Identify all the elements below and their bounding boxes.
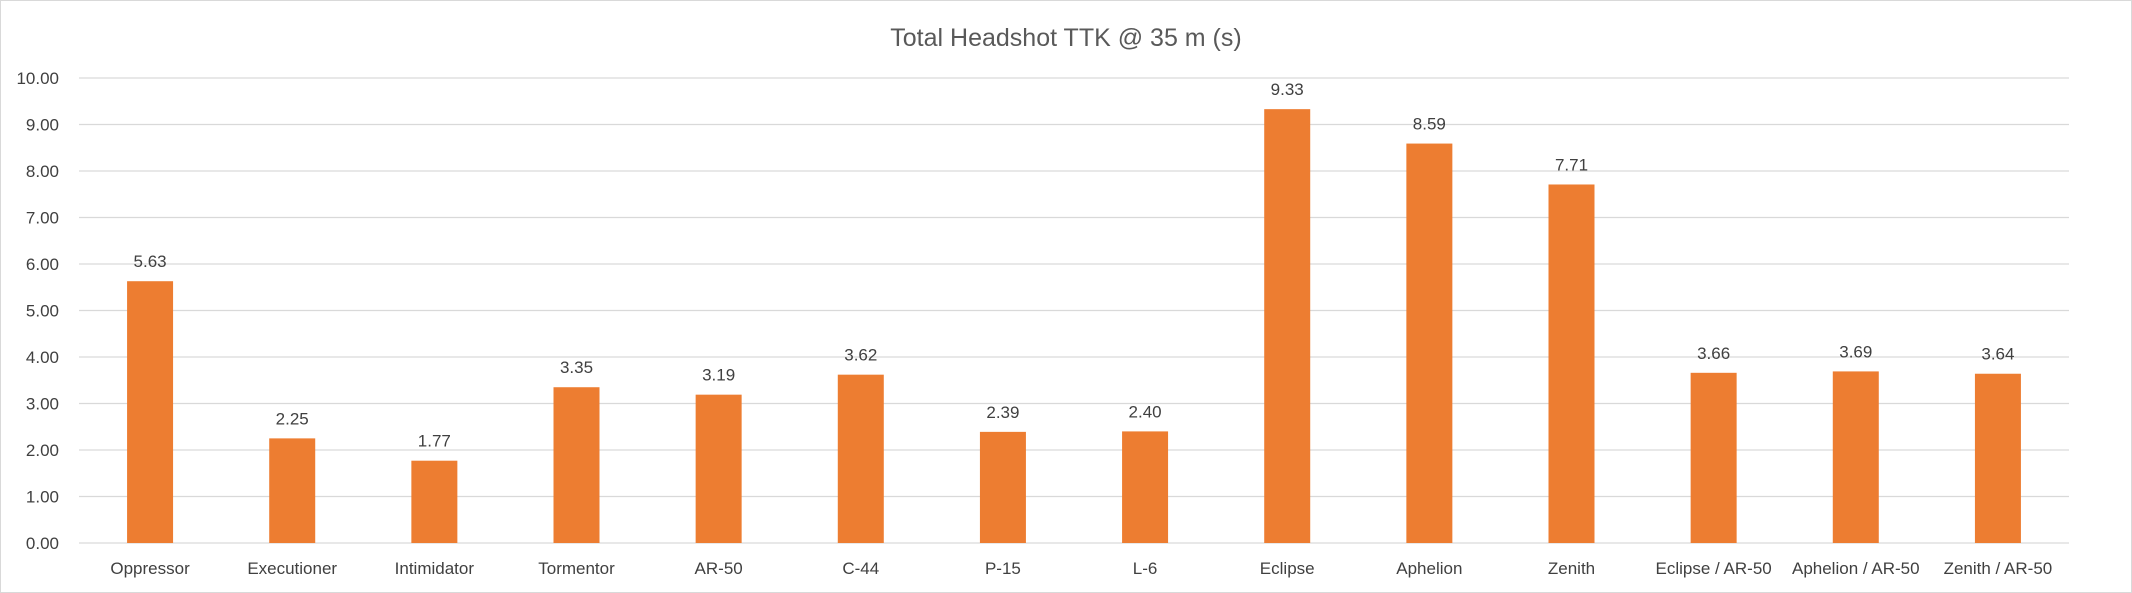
y-tick-label: 8.00 bbox=[26, 162, 59, 181]
y-tick-label: 6.00 bbox=[26, 255, 59, 274]
data-label: 7.71 bbox=[1555, 155, 1588, 174]
bar bbox=[553, 387, 600, 543]
bar bbox=[979, 431, 1026, 543]
bar bbox=[1690, 372, 1737, 543]
x-category-label: Aphelion / AR-50 bbox=[1792, 559, 1920, 578]
x-category-label: L-6 bbox=[1133, 559, 1158, 578]
x-category-label: Zenith / AR-50 bbox=[1944, 559, 2053, 578]
x-axis-categories: Oppressor Executioner Intimidator Tormentor… bbox=[110, 559, 2052, 578]
bar bbox=[1122, 431, 1169, 543]
x-category-label: Oppressor bbox=[110, 559, 190, 578]
bar bbox=[1548, 184, 1595, 544]
y-tick-label: 1.00 bbox=[26, 488, 59, 507]
data-label: 9.33 bbox=[1271, 80, 1304, 99]
x-category-label: P-15 bbox=[985, 559, 1021, 578]
bar bbox=[1974, 373, 2021, 543]
y-tick-label: 9.00 bbox=[26, 116, 59, 135]
x-category-label: Zenith bbox=[1548, 559, 1595, 578]
data-label: 3.69 bbox=[1839, 342, 1872, 361]
y-tick-label: 2.00 bbox=[26, 441, 59, 460]
data-label: 3.62 bbox=[844, 346, 877, 365]
bar bbox=[127, 281, 174, 543]
bar bbox=[1406, 143, 1453, 543]
data-label: 3.19 bbox=[702, 366, 735, 385]
bar bbox=[837, 374, 884, 543]
y-tick-label: 0.00 bbox=[26, 534, 59, 553]
data-label: 3.35 bbox=[560, 358, 593, 377]
data-label: 2.40 bbox=[1129, 402, 1162, 421]
data-label: 3.66 bbox=[1697, 344, 1730, 363]
bar bbox=[411, 460, 458, 543]
chart-title: Total Headshot TTK @ 35 m (s) bbox=[890, 24, 1241, 52]
gridlines bbox=[79, 77, 2069, 544]
data-label: 5.63 bbox=[134, 252, 167, 271]
y-tick-label: 4.00 bbox=[26, 348, 59, 367]
x-category-label: Executioner bbox=[247, 559, 337, 578]
data-label: 8.59 bbox=[1413, 115, 1446, 134]
bar bbox=[695, 394, 742, 543]
data-label: 3.64 bbox=[1981, 345, 2014, 364]
data-label: 2.25 bbox=[276, 409, 309, 428]
bars bbox=[127, 109, 2021, 544]
x-category-label: AR-50 bbox=[695, 559, 743, 578]
data-labels: 5.63 2.25 1.77 3.35 3.19 3.62 2.39 2.40 9.33 8.59… bbox=[134, 80, 2015, 451]
y-tick-label: 10.00 bbox=[16, 69, 59, 88]
bar bbox=[1264, 109, 1311, 543]
data-label: 2.39 bbox=[986, 403, 1019, 422]
x-category-label: Eclipse bbox=[1260, 559, 1315, 578]
y-axis-ticks: 0.00 1.00 2.00 3.00 4.00 5.00 6.00 7.00 8.00 9.00… bbox=[16, 69, 59, 553]
y-tick-label: 7.00 bbox=[26, 209, 59, 228]
y-tick-label: 3.00 bbox=[26, 395, 59, 414]
x-category-label: Tormentor bbox=[538, 559, 615, 578]
bar bbox=[1832, 371, 1879, 543]
bar bbox=[269, 438, 316, 543]
x-category-label: Intimidator bbox=[395, 559, 475, 578]
data-label: 1.77 bbox=[418, 432, 451, 451]
x-category-label: Aphelion bbox=[1396, 559, 1462, 578]
x-category-label: C-44 bbox=[842, 559, 879, 578]
x-category-label: Eclipse / AR-50 bbox=[1656, 559, 1772, 578]
y-tick-label: 5.00 bbox=[26, 302, 59, 321]
